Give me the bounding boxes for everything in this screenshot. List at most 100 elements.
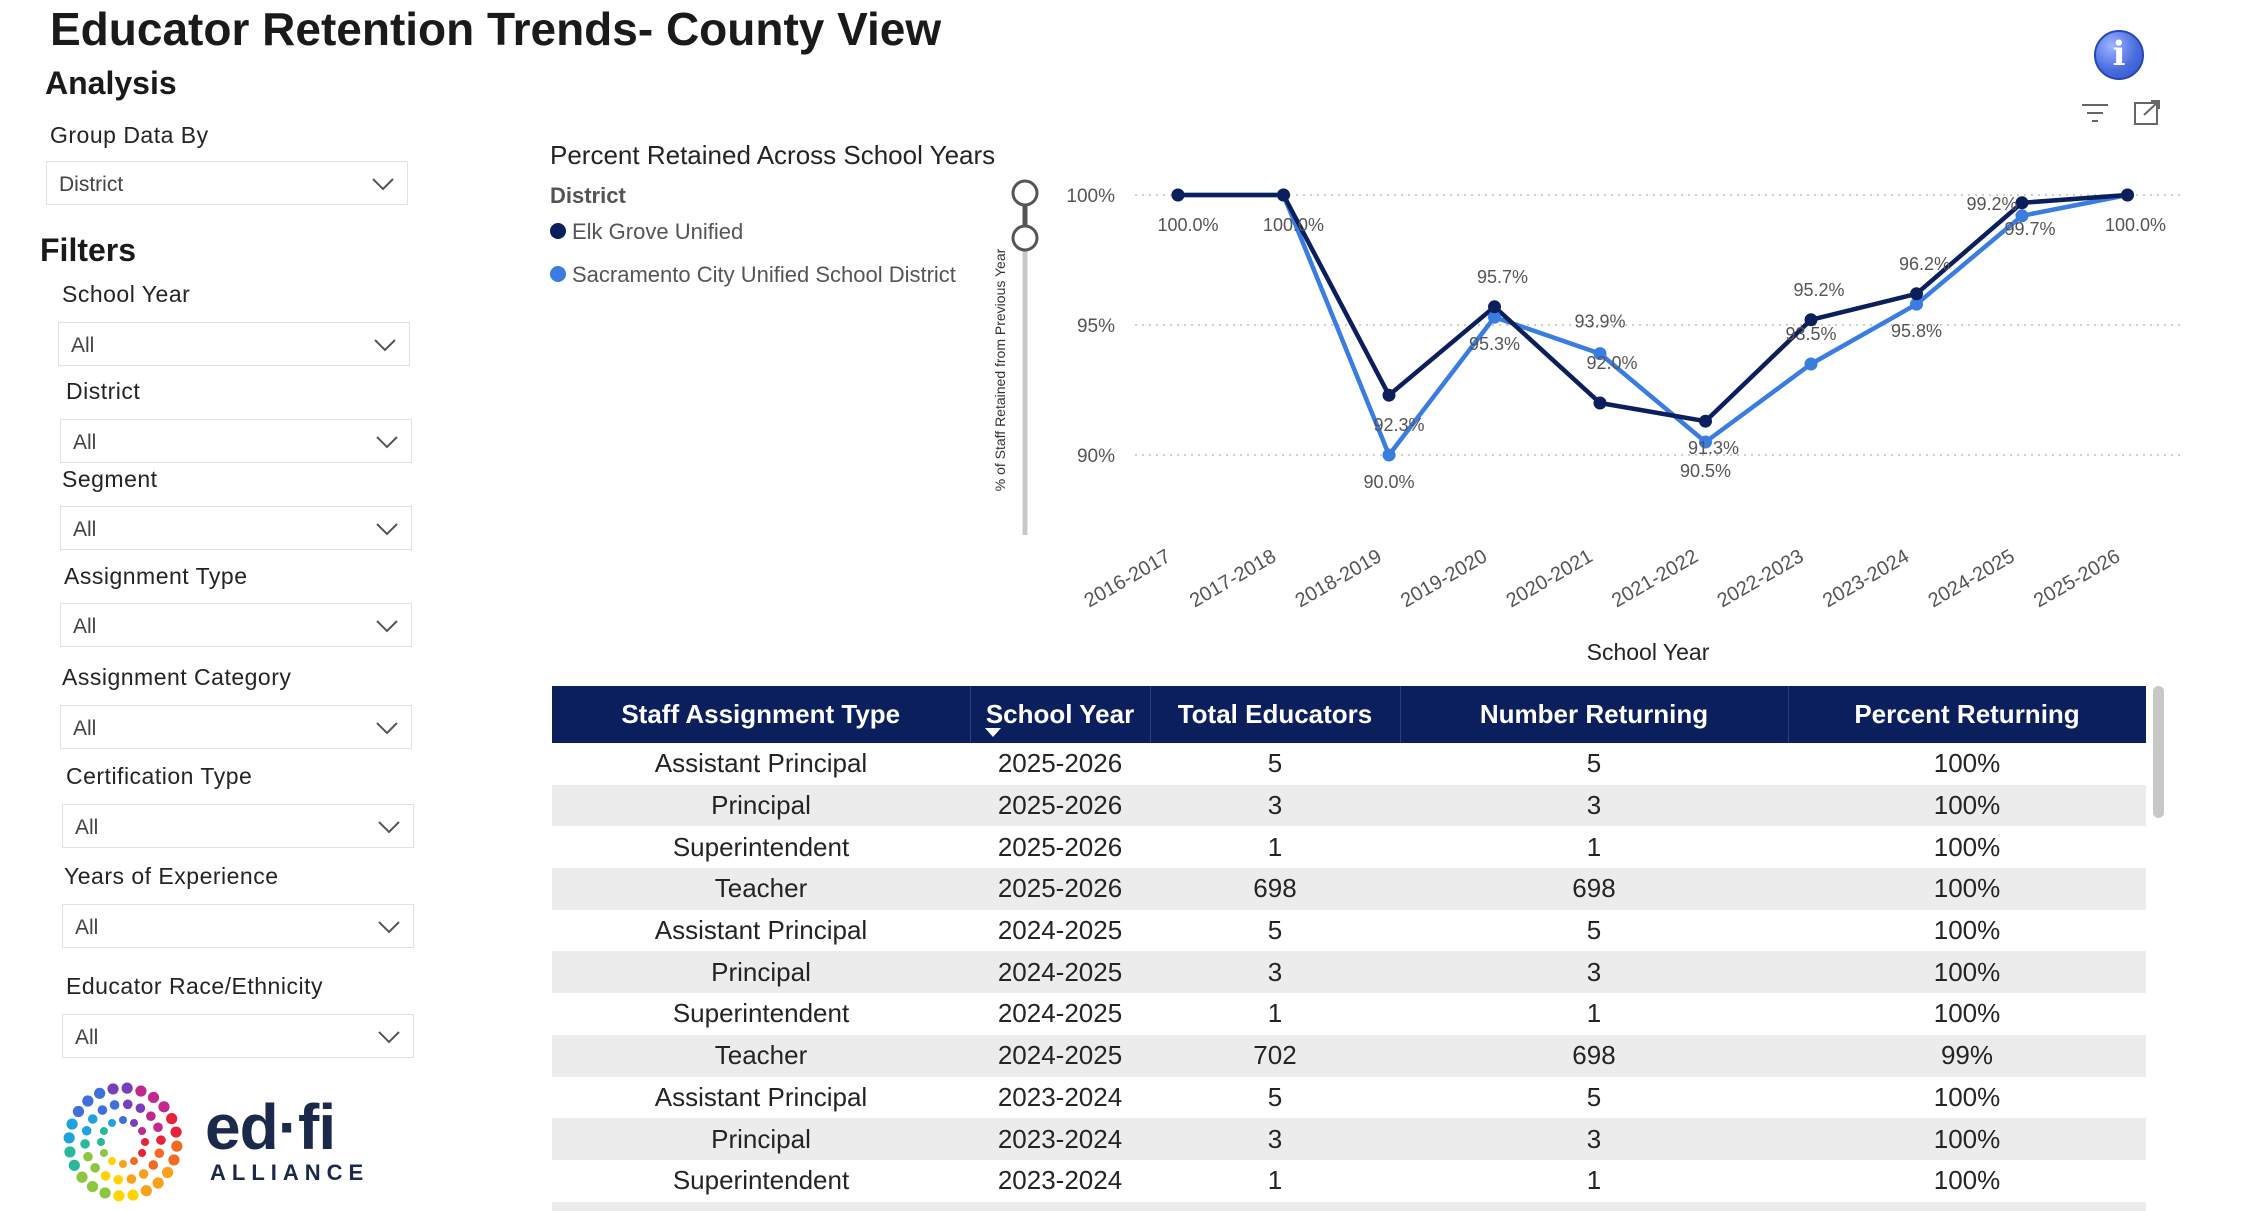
logo-dot xyxy=(161,1166,174,1179)
table-cell: 5 xyxy=(1586,1081,1602,1112)
data-label: 99.2% xyxy=(1966,194,2017,214)
table-cell: 99% xyxy=(1940,1040,1994,1071)
table-cell: 2024-2025 xyxy=(997,915,1123,946)
table-scrollbar[interactable] xyxy=(2153,686,2164,818)
table-cell: Superintendent xyxy=(672,1165,850,1196)
column-header-percent-returning[interactable]: Percent Returning xyxy=(1788,686,2146,743)
data-point[interactable] xyxy=(1382,388,1396,402)
data-point[interactable] xyxy=(1804,313,1818,327)
column-header-number-returning[interactable]: Number Returning xyxy=(1400,686,1789,743)
filters-heading: Filters xyxy=(40,232,137,268)
table-row[interactable]: Assistant Principal 2025-2026 5 5 100% xyxy=(552,743,2146,785)
table-row[interactable]: Superintendent 2023-2024 1 1 100% xyxy=(552,1159,2146,1202)
chevron-down-icon xyxy=(376,620,398,633)
logo-dot xyxy=(81,1125,92,1136)
table-cell: 2023-2024 xyxy=(997,1081,1123,1112)
table-row[interactable]: Principal 2024-2025 3 3 100% xyxy=(552,951,2146,994)
column-header-school-year[interactable]: School Year xyxy=(970,686,1151,743)
edfi-logo-icon xyxy=(63,1082,183,1202)
filter-dropdown-school-year[interactable]: All xyxy=(58,322,410,366)
table-row[interactable]: Assistant Principal 2024-2025 5 5 100% xyxy=(552,909,2146,952)
data-label: 100.0% xyxy=(1263,215,1324,235)
table-row[interactable]: Superintendent 2024-2025 1 1 100% xyxy=(552,993,2146,1035)
chevron-down-icon xyxy=(378,821,400,834)
series-line[interactable] xyxy=(1178,192,2128,424)
filter-dropdown-assignment-type[interactable]: All xyxy=(60,603,412,647)
axis-slider-handle-top[interactable] xyxy=(1011,179,1039,207)
filter-label-school-year: School Year xyxy=(62,281,191,307)
filter-dropdown-years-of-experience[interactable]: All xyxy=(62,904,414,948)
table-cell: 2025-2026 xyxy=(997,748,1123,779)
table-cell: 2023-2024 xyxy=(970,1202,1150,1211)
table-cell: Superintendent xyxy=(672,831,850,862)
legend-title: District xyxy=(550,183,626,208)
data-label: 95.3% xyxy=(1469,334,1520,354)
data-point[interactable] xyxy=(1488,310,1501,324)
table-row[interactable]: Teacher 2025-2026 698 698 100% xyxy=(552,868,2146,910)
logo-dot xyxy=(97,1105,108,1115)
y-tick-label: 90% xyxy=(1077,446,1115,467)
data-point[interactable] xyxy=(1910,287,1923,301)
filter-icon[interactable] xyxy=(2078,98,2112,128)
logo-dot xyxy=(108,1157,116,1166)
logo-dot xyxy=(97,1138,105,1146)
table-cell: 3 xyxy=(1586,790,1602,821)
data-point[interactable] xyxy=(1488,300,1501,314)
filter-dropdown-segment[interactable]: All xyxy=(60,506,412,550)
logo-dot xyxy=(83,1151,93,1162)
data-point[interactable] xyxy=(1277,188,1290,202)
logo-dot xyxy=(171,1140,183,1152)
data-label: 90.0% xyxy=(1363,472,1414,492)
chevron-down-icon xyxy=(376,722,398,735)
series-line[interactable] xyxy=(1178,192,2128,458)
logo-dot xyxy=(138,1127,147,1135)
table-cell: 100% xyxy=(1933,1165,2001,1196)
filter-dropdown-assignment-category[interactable]: All xyxy=(60,705,412,749)
table-row[interactable]: Teacher2023-202473270296% xyxy=(552,1201,2146,1211)
logo-dot xyxy=(147,1091,160,1104)
logo-dot xyxy=(64,1146,76,1158)
table-cell: 1 xyxy=(1586,998,1602,1029)
column-header-total-educators[interactable]: Total Educators xyxy=(1150,686,1401,743)
legend-item-sacramento[interactable]: Sacramento City Unified School District xyxy=(550,262,956,288)
info-icon[interactable]: i xyxy=(2094,30,2144,80)
table-row[interactable]: Teacher 2024-2025 702 698 99% xyxy=(552,1034,2146,1077)
logo-dot xyxy=(86,1180,99,1193)
filter-dropdown-district[interactable]: All xyxy=(60,419,412,463)
data-point[interactable] xyxy=(1593,396,1607,410)
filter-dropdown-certification-type[interactable]: All xyxy=(62,804,414,848)
table-cell: 2025-2026 xyxy=(997,873,1123,904)
data-point[interactable] xyxy=(1171,188,1185,202)
data-point[interactable] xyxy=(1910,297,1923,311)
table-row[interactable]: Principal 2025-2026 3 3 100% xyxy=(552,784,2146,827)
filter-value: All xyxy=(73,717,97,740)
table-row[interactable]: Principal 2023-2024 3 3 100% xyxy=(552,1118,2146,1160)
data-point[interactable] xyxy=(1382,448,1396,462)
group-by-label: Group Data By xyxy=(50,122,209,148)
data-point[interactable] xyxy=(1699,414,1712,428)
data-point[interactable] xyxy=(2015,209,2029,223)
filter-dropdown-educator-race[interactable]: All xyxy=(62,1014,414,1058)
group-by-value: District xyxy=(59,173,124,196)
axis-slider-handle-bottom[interactable] xyxy=(1011,224,1039,252)
legend-label: Elk Grove Unified xyxy=(572,219,744,244)
group-by-dropdown[interactable]: District xyxy=(46,161,408,205)
table-cell: 1 xyxy=(1586,831,1602,862)
focus-mode-icon[interactable] xyxy=(2130,98,2164,128)
table-cell: 96% xyxy=(1788,1202,2146,1211)
logo-dot xyxy=(138,1169,149,1179)
data-point[interactable] xyxy=(1593,347,1607,361)
table-row[interactable]: Superintendent 2025-2026 1 1 100% xyxy=(552,826,2146,869)
table-cell: 2023-2024 xyxy=(997,1165,1123,1196)
data-point[interactable] xyxy=(1804,357,1818,371)
data-point[interactable] xyxy=(2121,188,2134,202)
table-row[interactable]: Assistant Principal 2023-2024 5 5 100% xyxy=(552,1076,2146,1119)
table-cell: 2023-2024 xyxy=(997,1123,1123,1154)
logo-dot xyxy=(140,1185,152,1197)
data-point[interactable] xyxy=(2015,196,2029,210)
data-point[interactable] xyxy=(1699,435,1712,449)
column-header-assignment-type[interactable]: Staff Assignment Type xyxy=(552,686,971,743)
legend-item-elk-grove[interactable]: Elk Grove Unified xyxy=(550,219,743,245)
filter-value: All xyxy=(73,431,97,454)
logo-dot xyxy=(154,1148,165,1159)
